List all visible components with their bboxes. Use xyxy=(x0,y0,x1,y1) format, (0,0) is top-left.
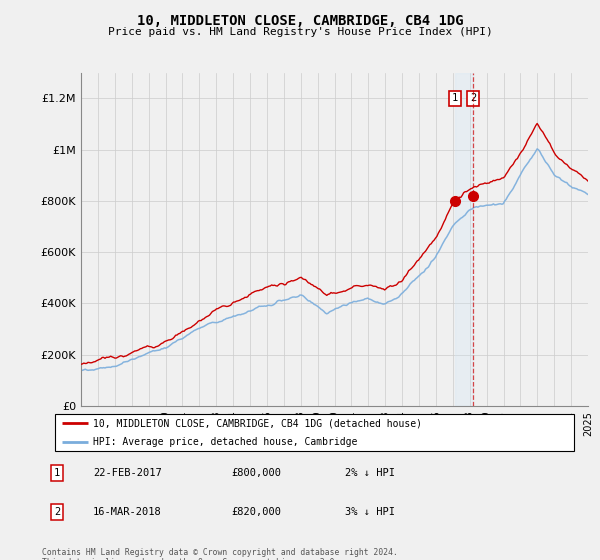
Text: £820,000: £820,000 xyxy=(231,507,281,517)
Text: 2% ↓ HPI: 2% ↓ HPI xyxy=(345,468,395,478)
Text: Contains HM Land Registry data © Crown copyright and database right 2024.
This d: Contains HM Land Registry data © Crown c… xyxy=(42,548,398,560)
Text: 1: 1 xyxy=(54,468,60,478)
Text: 16-MAR-2018: 16-MAR-2018 xyxy=(93,507,162,517)
Text: 1: 1 xyxy=(452,94,458,104)
Text: Price paid vs. HM Land Registry's House Price Index (HPI): Price paid vs. HM Land Registry's House … xyxy=(107,27,493,37)
Text: 3% ↓ HPI: 3% ↓ HPI xyxy=(345,507,395,517)
FancyBboxPatch shape xyxy=(55,414,574,451)
Text: 2: 2 xyxy=(470,94,476,104)
Text: 10, MIDDLETON CLOSE, CAMBRIDGE, CB4 1DG: 10, MIDDLETON CLOSE, CAMBRIDGE, CB4 1DG xyxy=(137,14,463,28)
Text: £800,000: £800,000 xyxy=(231,468,281,478)
Text: 2: 2 xyxy=(54,507,60,517)
Text: HPI: Average price, detached house, Cambridge: HPI: Average price, detached house, Camb… xyxy=(93,437,358,446)
Bar xyxy=(455,73,473,406)
Text: 10, MIDDLETON CLOSE, CAMBRIDGE, CB4 1DG (detached house): 10, MIDDLETON CLOSE, CAMBRIDGE, CB4 1DG … xyxy=(93,418,422,428)
Text: 22-FEB-2017: 22-FEB-2017 xyxy=(93,468,162,478)
